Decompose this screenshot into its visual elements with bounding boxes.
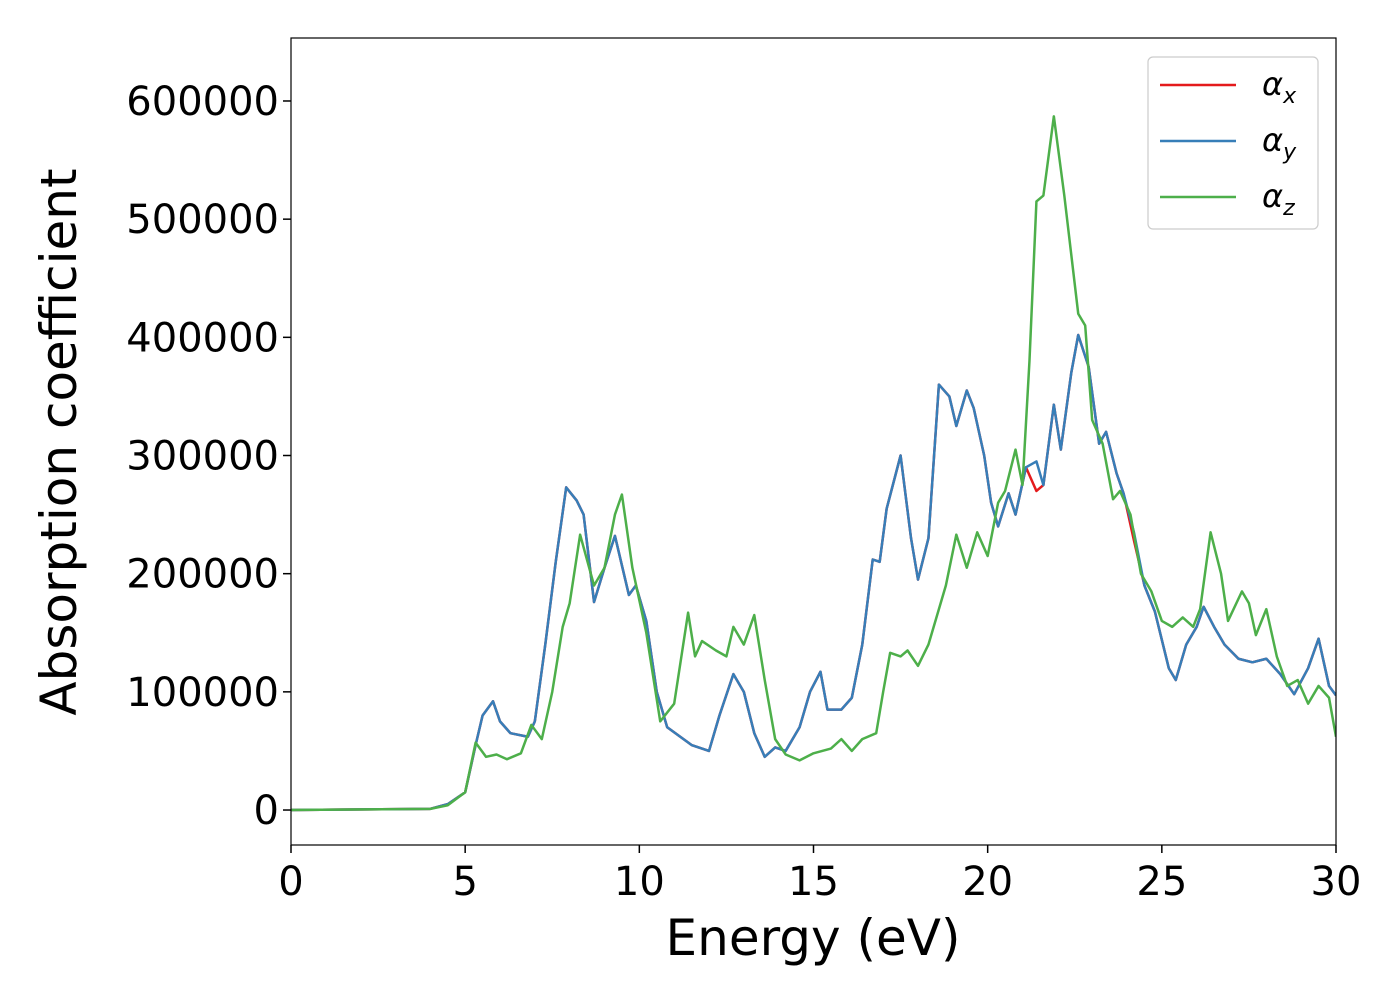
legend-box (1147, 56, 1319, 230)
x-tick-label: 15 (788, 859, 839, 905)
x-tick-label: 0 (278, 859, 303, 905)
x-tick-label: 30 (1311, 859, 1362, 905)
y-tick-label: 400000 (126, 315, 279, 361)
x-axis-label: Energy (eV) (666, 909, 961, 967)
legend: αx αy αz (1147, 56, 1319, 230)
series-line (291, 333, 1336, 812)
legend-label: αy (1262, 121, 1297, 165)
y-tick-label: 0 (254, 788, 279, 834)
y-tick-label: 500000 (126, 197, 279, 243)
x-tick-label: 25 (1136, 859, 1187, 905)
x-tick-label: 5 (452, 859, 477, 905)
y-tick-label: 300000 (126, 434, 279, 480)
x-tick-label: 10 (614, 859, 665, 905)
y-tick-label: 600000 (126, 79, 279, 125)
y-axis-label: Absorption coefficient (30, 168, 88, 715)
y-tick-label: 200000 (126, 552, 279, 598)
legend-label: αz (1262, 177, 1295, 221)
series-line (291, 333, 1336, 812)
plot-frame (290, 37, 1337, 846)
x-tick-label: 20 (962, 859, 1013, 905)
y-tick-label: 100000 (126, 670, 279, 716)
legend-label: αx (1262, 65, 1297, 109)
series-line (291, 115, 1336, 812)
